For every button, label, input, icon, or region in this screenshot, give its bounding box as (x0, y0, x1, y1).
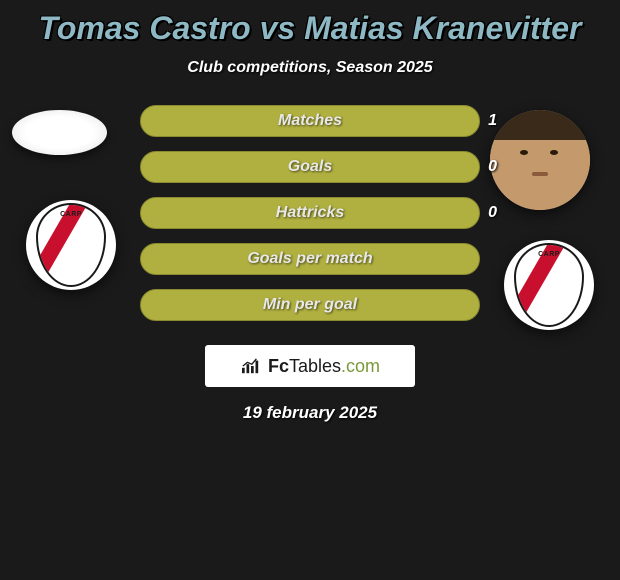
stat-label: Hattricks (276, 204, 344, 222)
stat-bars: Matches 1 Goals 0 Hattricks 0 Goals per … (140, 105, 480, 321)
stat-row: Goals 0 (140, 151, 480, 183)
chart-icon (240, 357, 262, 375)
club-badge-right: CARP (504, 240, 594, 330)
brand-tables: Tables (289, 356, 341, 377)
stat-label: Matches (278, 112, 342, 130)
stats-area: CARP CARP Matches 1 Goals 0 Hattricks 0 (0, 105, 620, 335)
brand-fc: Fc (268, 356, 289, 377)
shield-icon: CARP (514, 243, 584, 327)
stat-label: Goals per match (247, 250, 372, 268)
brand-com: .com (341, 356, 380, 377)
stat-row: Min per goal (140, 289, 480, 321)
player-right-avatar (490, 110, 590, 210)
stat-label: Min per goal (263, 296, 357, 314)
stat-row: Matches 1 (140, 105, 480, 137)
brand-text: Fc Tables .com (268, 356, 380, 377)
stat-row: Hattricks 0 (140, 197, 480, 229)
subtitle: Club competitions, Season 2025 (0, 59, 620, 77)
date-text: 19 february 2025 (0, 403, 620, 423)
player-left-avatar (12, 110, 107, 155)
comparison-card: Tomas Castro vs Matias Kranevitter Club … (0, 0, 620, 423)
stat-label: Goals (288, 158, 332, 176)
stat-value: 1 (488, 112, 497, 130)
club-badge-left: CARP (26, 200, 116, 290)
stat-value: 0 (488, 158, 497, 176)
player-face-icon (490, 110, 590, 210)
brand-box: Fc Tables .com (205, 345, 415, 387)
stat-value: 0 (488, 204, 497, 222)
shield-icon: CARP (36, 203, 106, 287)
stat-row: Goals per match (140, 243, 480, 275)
page-title: Tomas Castro vs Matias Kranevitter (0, 10, 620, 47)
